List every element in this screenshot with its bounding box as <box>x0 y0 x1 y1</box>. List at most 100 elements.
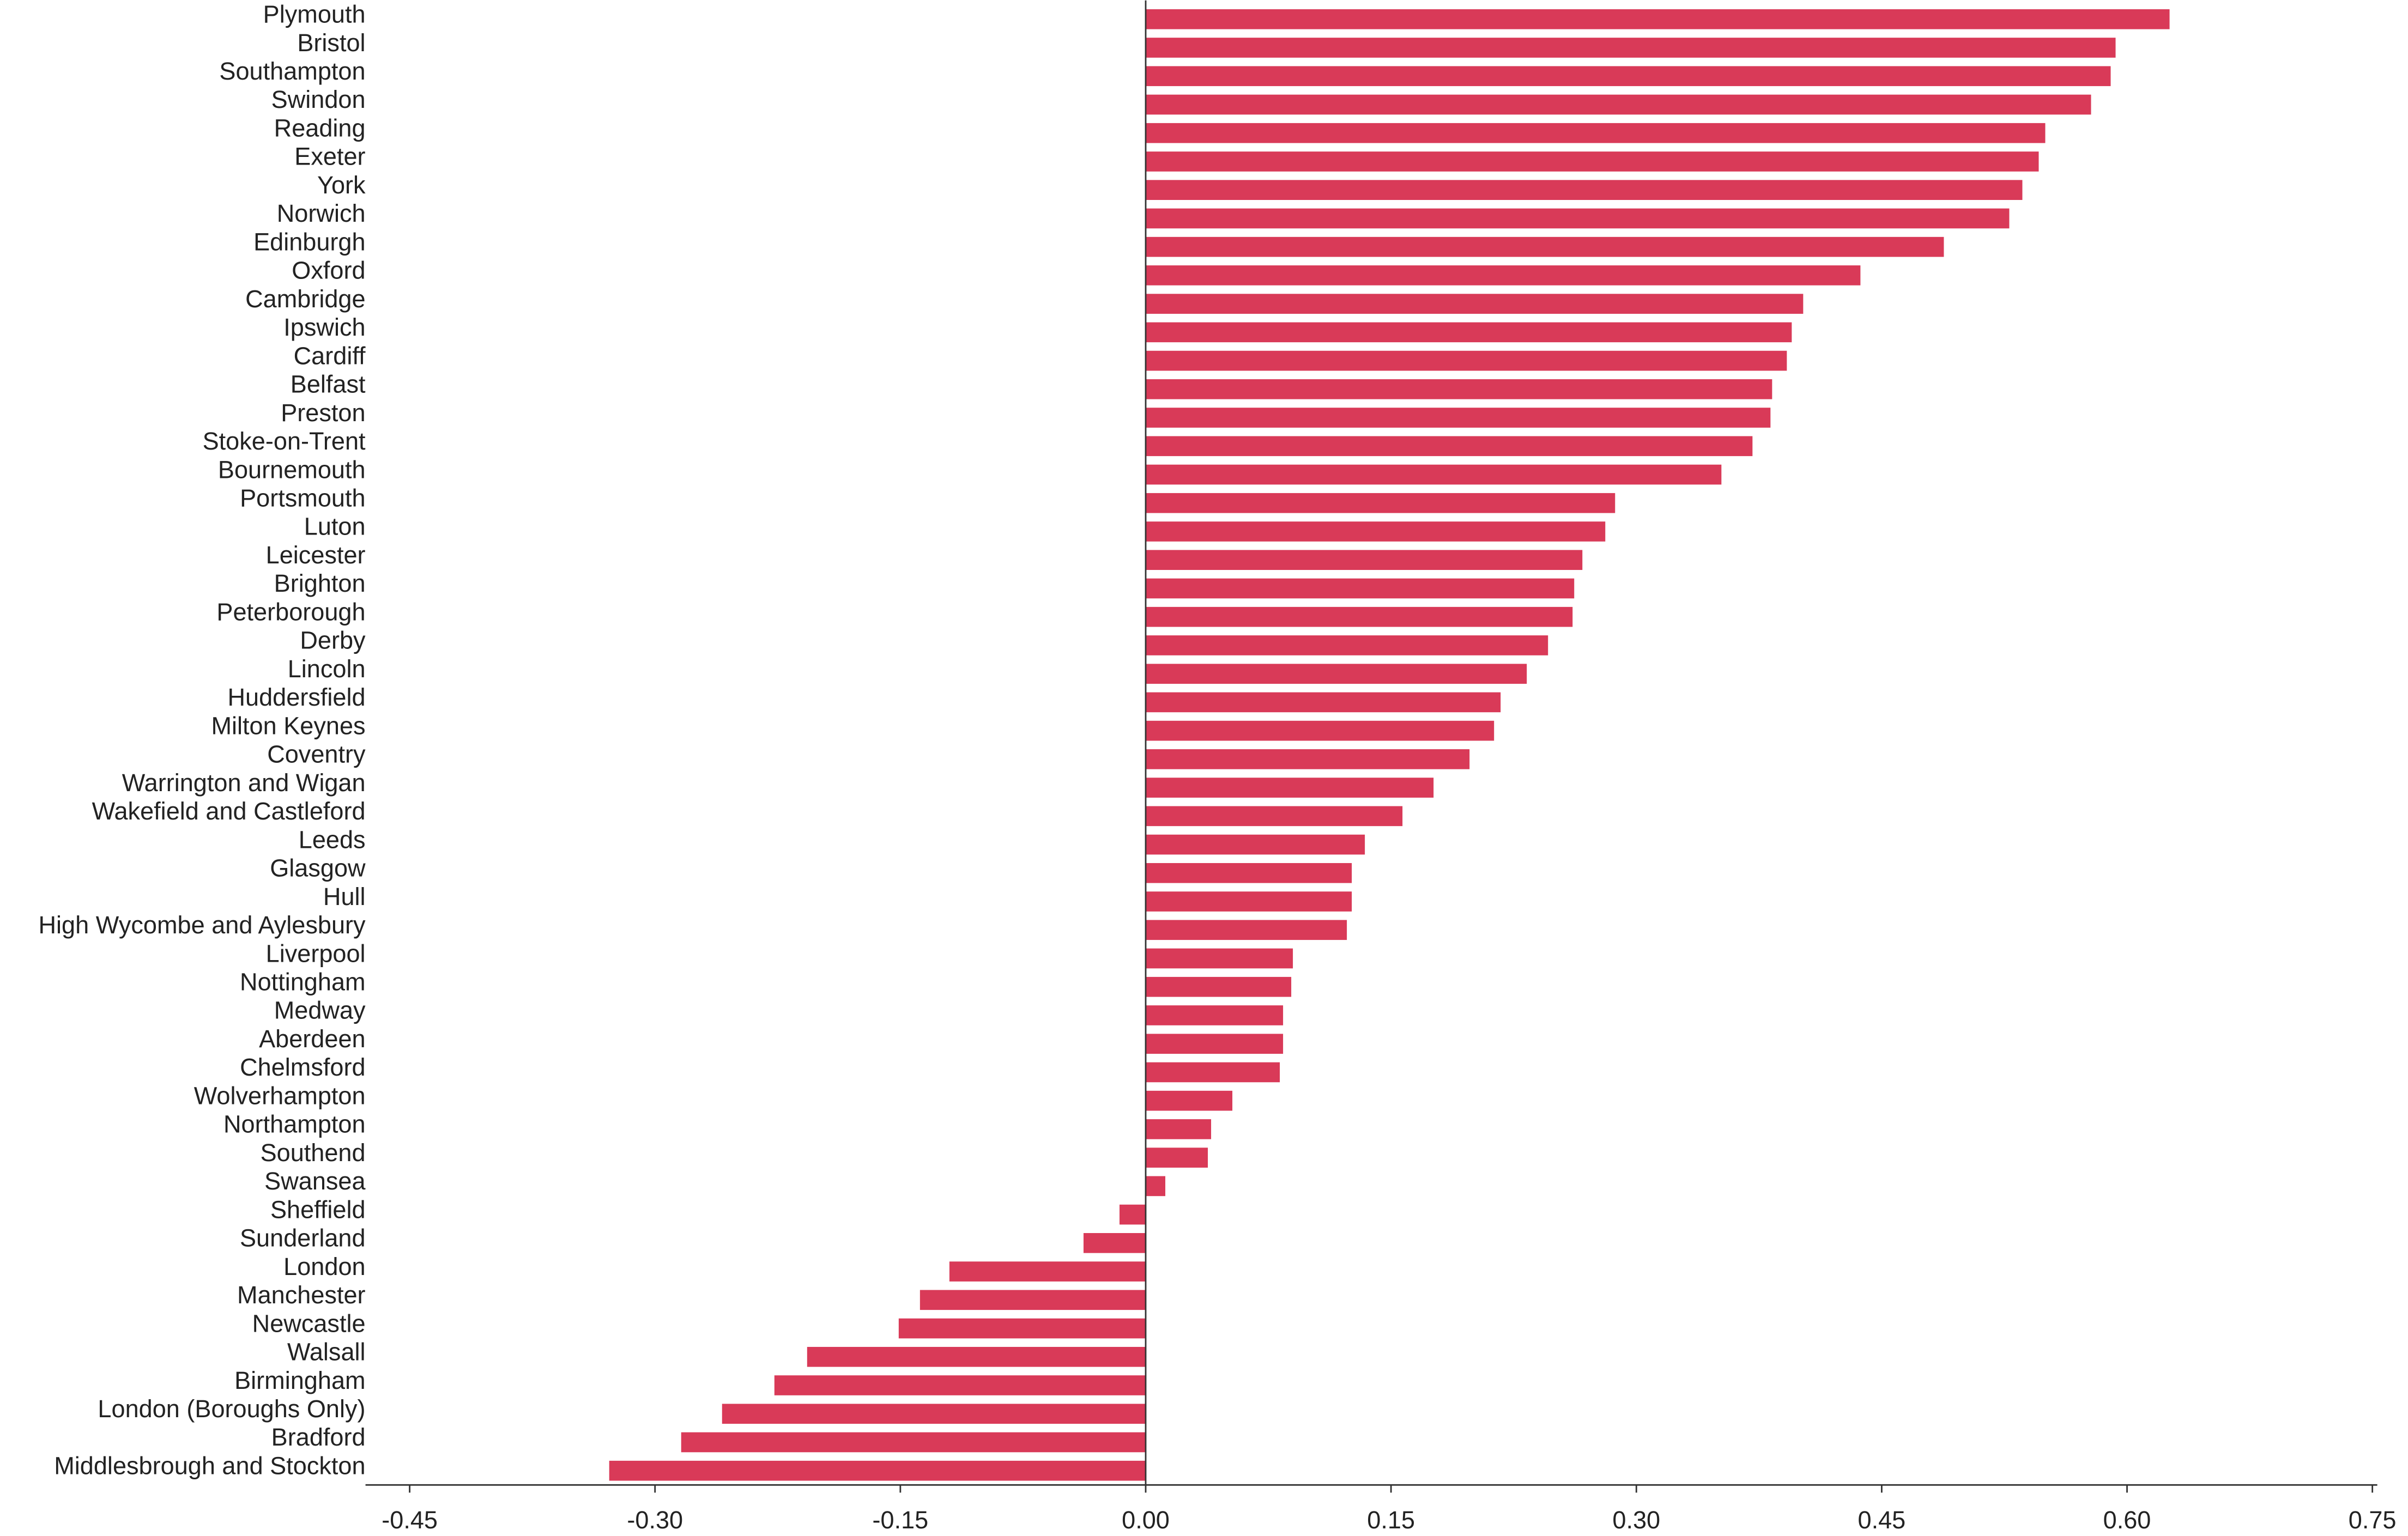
bar <box>1146 66 2111 87</box>
y-tick-label: Preston <box>281 399 365 427</box>
bar <box>681 1432 1146 1453</box>
y-tick-label: Warrington and Wigan <box>122 769 366 797</box>
y-tick-label: Newcastle <box>252 1309 366 1337</box>
bar <box>1146 720 1495 741</box>
y-tick-label: Southampton <box>219 57 365 85</box>
y-tick-label: York <box>317 171 366 199</box>
bar <box>1146 863 1352 883</box>
bar <box>919 1290 1146 1310</box>
y-tick-label: Middlesbrough and Stockton <box>54 1452 365 1479</box>
y-tick-label: London (Boroughs Only) <box>98 1395 365 1423</box>
bar <box>1146 806 1403 827</box>
bar <box>1146 464 1722 485</box>
bar <box>1146 948 1293 969</box>
bar <box>1146 1005 1284 1025</box>
y-tick-label: Wakefield and Castleford <box>92 797 366 825</box>
bar <box>1146 151 2039 172</box>
bar <box>1146 1090 1233 1111</box>
bar <box>1146 208 2010 229</box>
bar <box>774 1375 1146 1395</box>
bar <box>807 1346 1146 1367</box>
bar <box>1146 236 1944 257</box>
bar <box>1146 123 2046 143</box>
x-tick-label: 0.30 <box>1612 1506 1660 1534</box>
bar <box>1146 1034 1284 1054</box>
y-tick-label: Hull <box>323 883 366 910</box>
y-tick-label: Reading <box>274 114 366 142</box>
bar <box>1146 891 1352 912</box>
y-tick-label: Swansea <box>264 1167 366 1195</box>
bar <box>1146 38 2116 58</box>
y-tick-label: Cardiff <box>294 342 366 369</box>
y-tick-label: Aberdeen <box>259 1025 366 1053</box>
bar <box>1146 550 1583 570</box>
bar <box>1146 606 1573 627</box>
bar <box>722 1404 1146 1424</box>
x-tick-label: -0.30 <box>627 1506 683 1534</box>
y-tick-label: London <box>283 1253 365 1280</box>
y-tick-label: Exeter <box>294 143 365 171</box>
y-tick-label: Bristol <box>297 29 365 57</box>
bar <box>1146 94 2091 115</box>
bar <box>1146 379 1772 399</box>
y-tick-label: Manchester <box>237 1281 366 1309</box>
bar <box>1146 408 1771 428</box>
bar <box>1146 1148 1208 1168</box>
y-tick-label: Leicester <box>266 541 366 569</box>
bar <box>1146 976 1292 997</box>
x-tick-label: 0.60 <box>2103 1506 2151 1534</box>
y-tick-label: Luton <box>304 513 366 541</box>
y-tick-label: Glasgow <box>270 854 366 882</box>
y-tick-label: Norwich <box>277 199 366 227</box>
bar <box>1119 1204 1146 1225</box>
bar <box>1146 9 2170 29</box>
bar <box>1146 294 1804 314</box>
bar <box>1146 635 1548 655</box>
bar <box>1146 436 1753 457</box>
y-tick-label: Birmingham <box>234 1367 366 1394</box>
y-tick-label: Plymouth <box>263 1 366 28</box>
y-tick-label: High Wycombe and Aylesbury <box>38 911 366 939</box>
y-tick-label: Northampton <box>223 1110 366 1138</box>
bar <box>1146 521 1606 542</box>
y-tick-label: Swindon <box>271 86 366 113</box>
y-tick-label: Oxford <box>292 257 365 284</box>
x-tick-label: 0.00 <box>1122 1506 1170 1534</box>
y-tick-label: Leeds <box>299 825 366 853</box>
bar <box>1146 265 1861 286</box>
y-tick-label: Liverpool <box>266 939 366 967</box>
bar <box>1146 1176 1166 1197</box>
bar <box>1146 749 1470 769</box>
y-tick-label: Wolverhampton <box>194 1082 366 1109</box>
y-tick-label: Nottingham <box>240 968 366 995</box>
bar <box>949 1261 1146 1282</box>
y-tick-label: Huddersfield <box>227 683 365 711</box>
bar <box>609 1460 1146 1481</box>
bar <box>1146 664 1527 684</box>
bar <box>1146 322 1792 343</box>
x-tick-label: -0.15 <box>872 1506 928 1534</box>
x-tick-label: 0.15 <box>1367 1506 1415 1534</box>
x-tick-label: 0.45 <box>1858 1506 1906 1534</box>
y-tick-label: Lincoln <box>288 655 366 683</box>
y-tick-label: Bournemouth <box>218 456 366 483</box>
y-tick-label: Sheffield <box>270 1195 366 1223</box>
y-tick-label: Chelmsford <box>240 1053 365 1081</box>
bar <box>1146 692 1501 713</box>
y-tick-label: Coventry <box>267 740 366 768</box>
bar <box>1146 834 1365 855</box>
y-tick-label: Belfast <box>291 371 366 398</box>
y-tick-label: Bradford <box>271 1423 366 1451</box>
bar <box>1146 493 1616 513</box>
y-tick-label: Milton Keynes <box>211 712 365 739</box>
y-tick-label: Peterborough <box>216 598 365 626</box>
bar <box>1146 1119 1212 1139</box>
bar <box>1146 920 1347 940</box>
y-tick-label: Medway <box>274 997 366 1024</box>
bar <box>1146 578 1575 599</box>
y-tick-label: Portsmouth <box>240 484 366 512</box>
y-tick-label: Edinburgh <box>253 228 366 256</box>
y-tick-label: Cambridge <box>245 285 365 313</box>
